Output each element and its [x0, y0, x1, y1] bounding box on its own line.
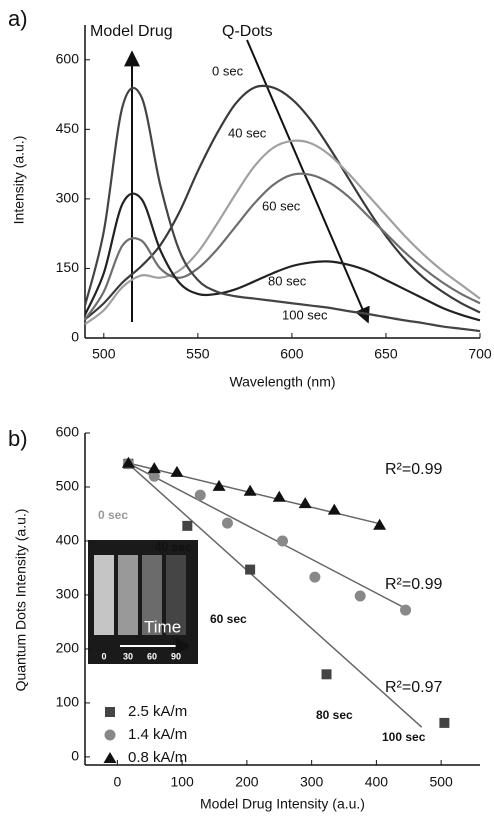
point	[373, 518, 387, 530]
point	[309, 571, 321, 583]
x-tick-label: 500	[92, 346, 116, 362]
point	[327, 503, 341, 515]
legend-label: 0.8 kA/m	[128, 749, 187, 766]
y-tick-label: 500	[56, 478, 80, 494]
x-tick-label: 0	[113, 774, 121, 790]
fit-line	[126, 462, 410, 611]
point	[272, 490, 286, 502]
point	[170, 465, 184, 477]
fit-line	[126, 462, 423, 728]
y-tick-label: 300	[56, 190, 80, 206]
point	[400, 604, 412, 616]
x-tick-label: 100	[170, 774, 194, 790]
r2-label: R²=0.97	[385, 679, 442, 696]
inset-tick: 90	[171, 651, 181, 661]
y-tick-label: 0	[71, 329, 79, 345]
annotation: 100 sec	[382, 730, 426, 744]
series-label: 60 sec	[262, 198, 301, 213]
point	[354, 590, 366, 602]
annotation: 0 sec	[98, 508, 128, 522]
inset-photo	[88, 540, 198, 664]
y-tick-label: 450	[56, 120, 80, 136]
annotation: 40 sec	[155, 540, 192, 554]
x-tick-label: 550	[186, 346, 210, 362]
inset-tick: 30	[123, 651, 133, 661]
series-label: 80 sec	[268, 273, 307, 288]
point	[148, 470, 160, 482]
y-tick-label: 0	[71, 748, 79, 764]
point	[298, 497, 312, 509]
y-axis-title: Quantum Dots Intensity (a.u.)	[13, 509, 29, 692]
r2-label: R²=0.99	[385, 461, 442, 478]
series-label: 0 sec	[212, 63, 244, 78]
point	[277, 535, 288, 547]
legend-marker	[103, 752, 117, 763]
point	[321, 669, 332, 680]
curve	[83, 192, 481, 322]
y-tick-label: 150	[56, 259, 80, 275]
curve	[83, 87, 481, 333]
inset-tick: 60	[147, 651, 157, 661]
inset-tick: 0	[101, 651, 106, 661]
legend-marker	[104, 729, 116, 741]
y-tick-label: 600	[56, 424, 80, 440]
inset-label: Time	[144, 617, 181, 636]
x-tick-label: 650	[374, 346, 398, 362]
y-tick-label: 600	[56, 50, 80, 66]
series-label: 100 sec	[282, 307, 328, 322]
y-axis-title: Intensity (a.u.)	[11, 136, 27, 225]
legend-label: 1.4 kA/m	[128, 726, 187, 743]
legend-marker	[105, 707, 115, 717]
r2-label: R²=0.99	[385, 576, 442, 593]
panel-label: a)	[8, 6, 28, 31]
point	[221, 517, 233, 529]
point	[182, 520, 193, 531]
annotation: Model Drug	[90, 23, 173, 40]
annotation: 80 sec	[316, 708, 353, 722]
point	[121, 456, 135, 468]
panel-label: b)	[8, 426, 28, 451]
y-tick-label: 200	[56, 640, 80, 656]
y-tick-label: 100	[56, 694, 80, 710]
point	[212, 479, 226, 491]
curve	[84, 139, 481, 325]
curve	[84, 172, 481, 321]
x-tick-label: 500	[429, 774, 453, 790]
point	[147, 462, 161, 474]
y-tick-label: 400	[56, 532, 80, 548]
point	[243, 484, 257, 496]
annotation: Q-Dots	[222, 23, 273, 40]
x-tick-label: 200	[235, 774, 259, 790]
x-tick-label: 700	[468, 346, 492, 362]
curve	[84, 84, 481, 321]
annotation: 60 sec	[210, 612, 247, 626]
x-axis-title: Wavelength (nm)	[229, 374, 335, 390]
series-label: 40 sec	[228, 125, 267, 140]
x-tick-label: 300	[300, 774, 324, 790]
point	[245, 564, 256, 575]
x-tick-label: 400	[365, 774, 389, 790]
point	[194, 489, 206, 501]
legend-label: 2.5 kA/m	[128, 703, 187, 720]
x-axis-title: Model Drug Intensity (a.u.)	[200, 796, 365, 812]
y-tick-label: 300	[56, 586, 80, 602]
point	[439, 717, 450, 728]
x-tick-label: 600	[280, 346, 304, 362]
